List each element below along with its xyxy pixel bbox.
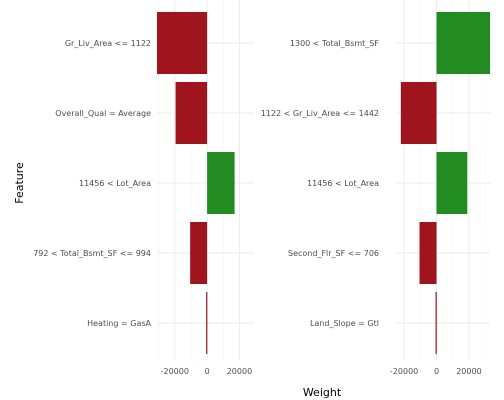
y-tick-label: Overall_Qual = Average: [55, 109, 151, 118]
bar-contradicts: [400, 82, 437, 144]
bar-contradicts: [190, 222, 208, 284]
y-tick-label: Second_Flr_SF <= 706: [288, 249, 379, 258]
x-tick-label: 20000: [456, 367, 481, 376]
y-tick-label: 792 < Total_Bsmt_SF <= 994: [33, 249, 151, 258]
bar-supports: [436, 152, 468, 214]
x-tick-label: -20000: [390, 367, 418, 376]
bar-supports: [436, 12, 490, 74]
y-tick-label: 1122 < Gr_Liv_Area <= 1442: [261, 109, 379, 118]
bar-contradicts: [157, 12, 208, 74]
bar-contradicts: [435, 292, 437, 354]
y-tick-label: 11456 < Lot_Area: [79, 179, 151, 188]
panel-2: -20000 0 20000 1300 < Total_Bsmt_SF 1122 < G…: [261, 0, 490, 376]
y-tick-label: Land_Slope = Gtl: [310, 319, 379, 328]
x-axis-title: Weight: [303, 386, 342, 399]
x-tick-label: 0: [205, 367, 210, 376]
x-tick-label: -20000: [161, 367, 189, 376]
x-tick-label: 20000: [227, 367, 252, 376]
panel-1: -20000 0 20000 Gr_Liv_Area <= 1122 Overall_Q…: [33, 0, 254, 376]
y-tick-label: 1300 < Total_Bsmt_SF: [290, 39, 379, 48]
y-tick-label: 11456 < Lot_Area: [307, 179, 379, 188]
x-tick-label: 0: [434, 367, 439, 376]
y-tick-label: Heating = GasA: [87, 319, 151, 328]
bar-contradicts: [206, 292, 208, 354]
bar-contradicts: [175, 82, 208, 144]
y-tick-label: Gr_Liv_Area <= 1122: [65, 39, 151, 48]
y-axis-title: Feature: [13, 162, 26, 204]
bar-contradicts: [419, 222, 437, 284]
bar-supports: [207, 152, 235, 214]
